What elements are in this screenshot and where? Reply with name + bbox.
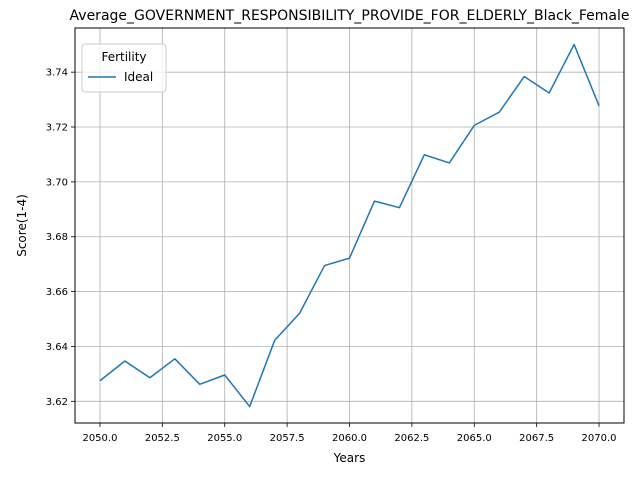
- x-tick-label: 2055.0: [207, 433, 242, 444]
- y-tick-label: 3.70: [46, 177, 68, 188]
- data-point: [598, 104, 601, 107]
- y-axis-ticks: 3.62 3.64 3.66 3.68 3.70 3.72 3.74: [46, 68, 75, 408]
- y-tick-label: 3.64: [46, 342, 68, 353]
- y-tick-label: 3.68: [46, 232, 68, 243]
- data-point: [473, 124, 476, 127]
- data-point: [573, 43, 576, 46]
- y-tick-label: 3.74: [46, 68, 68, 79]
- legend-box: [81, 43, 167, 93]
- data-point: [423, 153, 426, 156]
- data-point: [98, 379, 101, 382]
- data-point: [123, 360, 126, 363]
- x-tick-label: 2062.5: [394, 433, 429, 444]
- x-tick-label: 2067.5: [519, 433, 554, 444]
- x-tick-label: 2060.0: [332, 433, 367, 444]
- legend-title: Fertility: [101, 50, 146, 64]
- data-point: [198, 383, 201, 386]
- x-axis-label: Years: [333, 451, 366, 465]
- data-point: [398, 206, 401, 209]
- data-point: [498, 111, 501, 114]
- y-tick-label: 3.62: [46, 397, 68, 408]
- x-tick-label: 2057.5: [270, 433, 305, 444]
- x-tick-label: 2065.0: [457, 433, 492, 444]
- series-layer: [98, 43, 601, 408]
- data-point: [298, 312, 301, 315]
- data-point: [548, 92, 551, 95]
- x-tick-label: 2070.0: [582, 433, 617, 444]
- x-tick-label: 2050.0: [82, 433, 117, 444]
- grid-lines: [75, 28, 624, 423]
- y-tick-label: 3.72: [46, 123, 68, 134]
- y-tick-label: 3.66: [46, 287, 68, 298]
- legend-entry-label: Ideal: [124, 70, 153, 84]
- y-axis-label: Score(1-4): [15, 194, 29, 257]
- data-point: [448, 161, 451, 164]
- data-point: [273, 339, 276, 342]
- legend: Fertility Ideal: [81, 43, 167, 93]
- data-point: [523, 75, 526, 78]
- chart-title: Average_GOVERNMENT_RESPONSIBILITY_PROVID…: [70, 8, 630, 24]
- data-point: [248, 405, 251, 408]
- data-point: [148, 376, 151, 379]
- data-point: [323, 264, 326, 267]
- data-point: [223, 373, 226, 376]
- data-point: [373, 200, 376, 203]
- series-line: [99, 43, 600, 408]
- data-point: [173, 357, 176, 360]
- data-point: [348, 257, 351, 260]
- x-axis-ticks: 2050.0 2052.5 2055.0 2057.5 2060.0 2062.5 2065…: [82, 423, 617, 444]
- x-tick-label: 2052.5: [145, 433, 180, 444]
